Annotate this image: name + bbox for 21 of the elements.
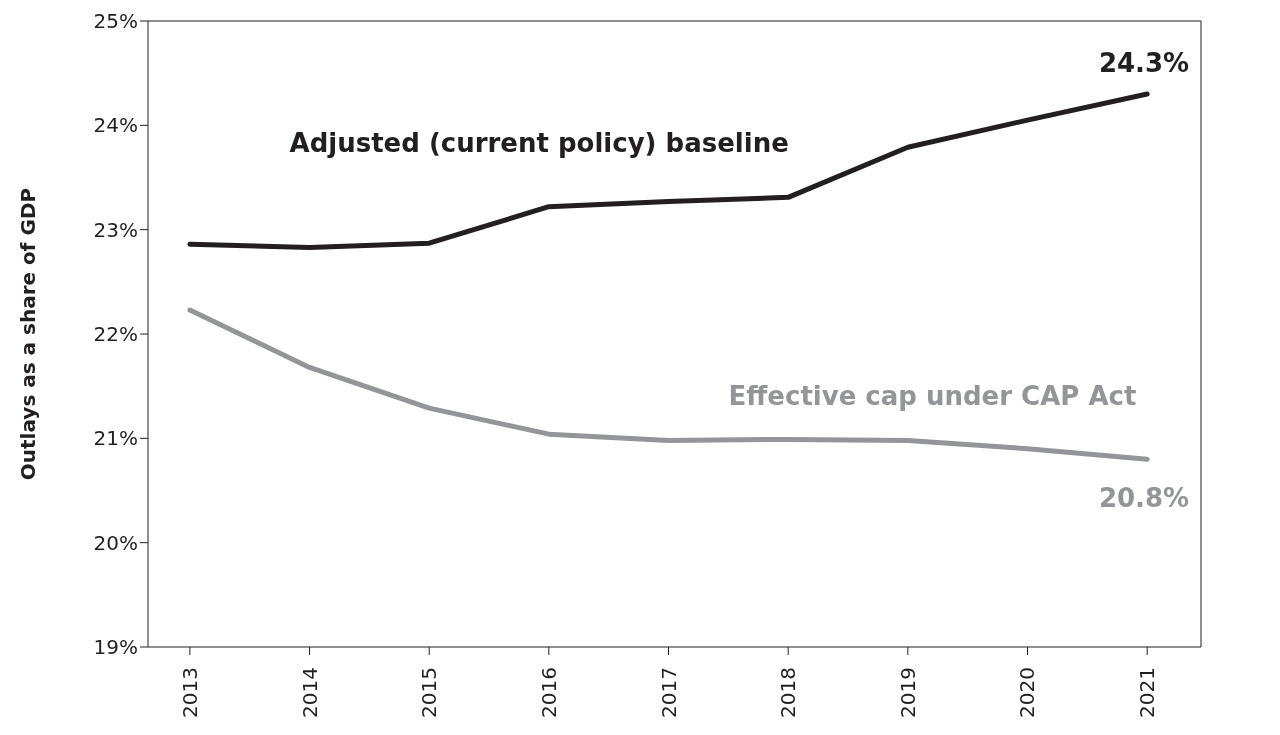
y-tick-label: 21%	[93, 426, 138, 451]
x-tick-label: 2021	[1135, 667, 1160, 718]
x-tick-label: 2013	[177, 667, 202, 718]
y-tick-label: 25%	[93, 9, 138, 34]
x-tick-label: 2019	[895, 667, 920, 718]
x-tick-label: 2015	[417, 667, 442, 718]
y-tick-label: 23%	[93, 217, 138, 242]
y-tick-label: 24%	[93, 113, 138, 138]
series-label: Effective cap under CAP Act	[728, 381, 1137, 412]
x-tick-label: 2016	[536, 667, 561, 718]
x-tick-label: 2020	[1015, 667, 1040, 718]
series-label: Adjusted (current policy) baseline	[289, 128, 789, 159]
x-tick-label: 2017	[656, 667, 681, 718]
x-tick-label: 2014	[297, 667, 322, 718]
y-tick-label: 22%	[93, 322, 138, 347]
annotation: 20.8%	[1098, 483, 1190, 514]
annotation: 24.3%	[1098, 48, 1190, 79]
y-axis-title: Outlays as a share of GDP	[16, 187, 41, 481]
y-tick-label: 20%	[93, 530, 138, 555]
y-tick-label: 19%	[93, 635, 138, 660]
x-tick-label: 2018	[776, 667, 801, 718]
